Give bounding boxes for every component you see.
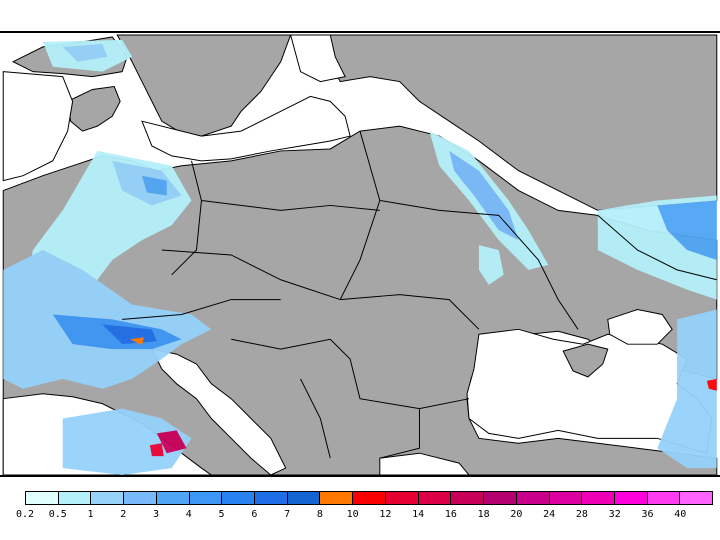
legend-tick-label: 0.2	[15, 509, 35, 520]
legend-swatch	[26, 492, 59, 504]
legend-swatch	[287, 492, 321, 504]
legend-tick-label: 5	[218, 509, 225, 520]
legend-swatch	[385, 492, 419, 504]
legend-swatch	[189, 492, 223, 504]
legend-tick-label: 1	[87, 509, 94, 520]
legend-tick-label: 4	[185, 509, 192, 520]
legend-swatch	[58, 492, 92, 504]
precipitation-map	[0, 31, 720, 477]
legend-tick-labels: 0.2 0.5 1 2 3 4 5 6 7 8 10 12 14 16 18 20 24 28 32 36 40	[0, 509, 720, 523]
legend-tick-label: 24	[543, 509, 556, 520]
precipitation-shading	[3, 39, 717, 475]
legend-swatch	[418, 492, 452, 504]
crimea	[562, 343, 609, 378]
legend-swatch	[582, 492, 615, 504]
legend-tick-label: 32	[608, 509, 621, 520]
legend-tick-label: 2	[120, 509, 127, 520]
legend-swatch	[124, 492, 157, 504]
legend-tick-label: 7	[284, 509, 291, 520]
legend-swatch	[320, 492, 354, 504]
legend-tick-label: 0.5	[48, 509, 67, 520]
legend-tick-label: 40	[674, 509, 687, 520]
legend-swatch	[255, 492, 288, 504]
legend-swatch	[353, 492, 386, 504]
legend-swatch	[451, 492, 485, 504]
legend-tick-label: 16	[444, 509, 457, 520]
borders	[122, 130, 717, 459]
legend-tick-label: 12	[379, 509, 392, 520]
map-canvas	[2, 33, 718, 475]
legend-swatch	[549, 492, 583, 504]
legend-swatch	[91, 492, 125, 504]
legend-swatch	[614, 492, 648, 504]
legend-tick-label: 18	[477, 509, 490, 520]
legend-tick-label: 10	[346, 509, 359, 520]
seas	[2, 34, 713, 475]
legend-tick-label: 28	[575, 509, 588, 520]
legend-swatch	[516, 492, 550, 504]
legend-tick-label: 20	[510, 509, 523, 520]
legend-swatch	[647, 492, 681, 504]
legend-swatch	[156, 492, 190, 504]
legend-swatch	[680, 492, 713, 504]
precipitation-legend	[25, 491, 713, 505]
legend-tick-label: 3	[153, 509, 160, 520]
legend-swatch	[222, 492, 256, 504]
legend-tick-label: 14	[412, 509, 425, 520]
legend-tick-label: 8	[316, 509, 323, 520]
legend-swatch	[484, 492, 517, 504]
legend-tick-label: 6	[251, 509, 258, 520]
legend-tick-label: 36	[641, 509, 654, 520]
